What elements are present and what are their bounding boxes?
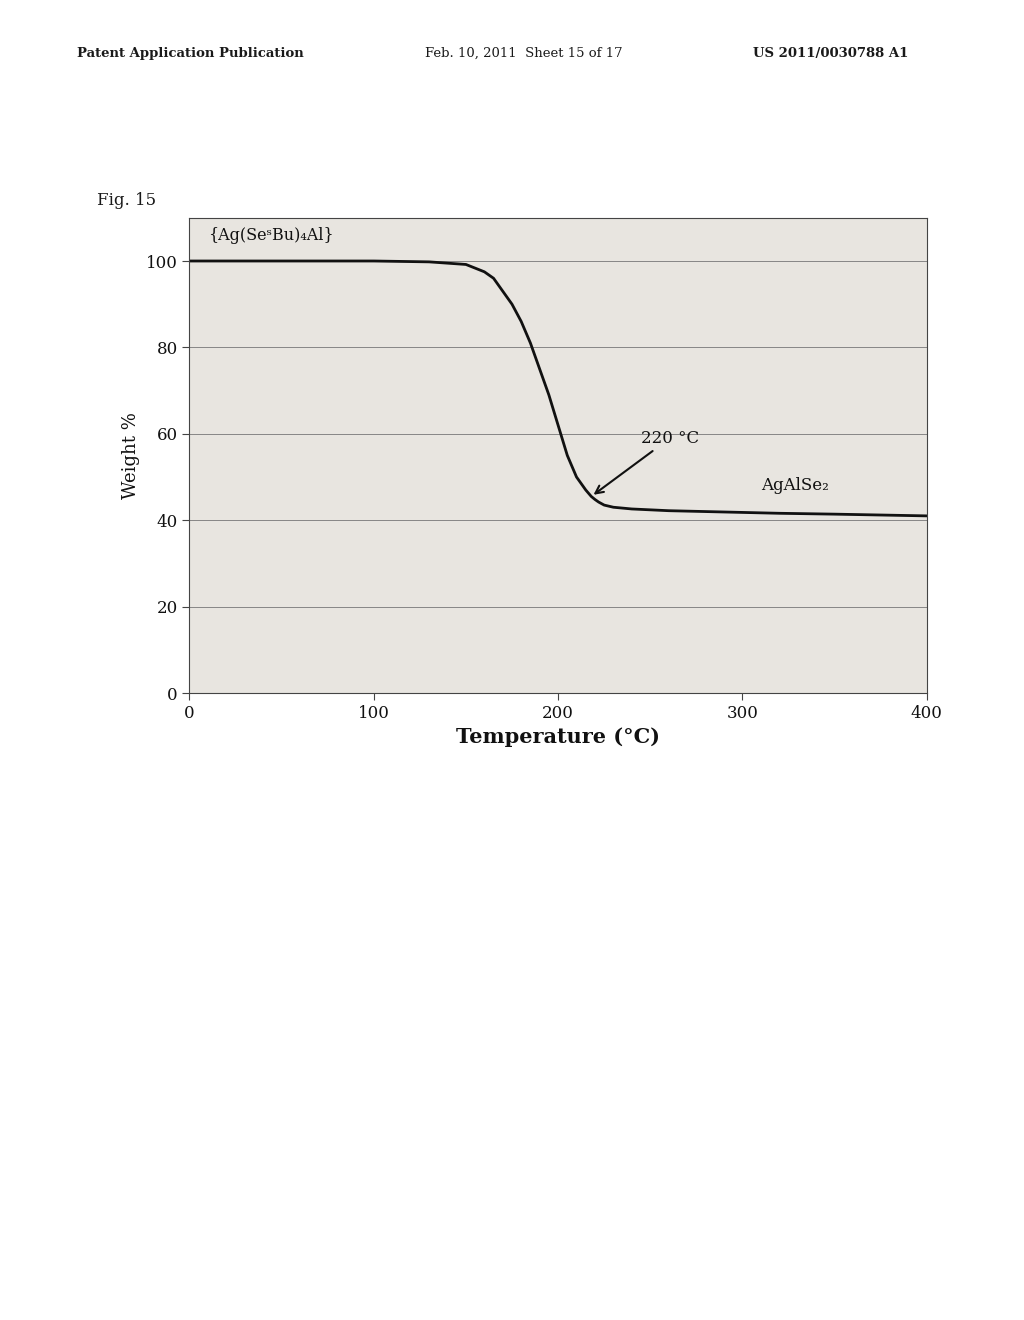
Text: Patent Application Publication: Patent Application Publication — [77, 46, 303, 59]
Text: US 2011/0030788 A1: US 2011/0030788 A1 — [753, 46, 908, 59]
X-axis label: Temperature (°C): Temperature (°C) — [456, 727, 660, 747]
Text: 220 °C: 220 °C — [595, 429, 699, 494]
Text: Feb. 10, 2011  Sheet 15 of 17: Feb. 10, 2011 Sheet 15 of 17 — [425, 46, 623, 59]
Y-axis label: Weight %: Weight % — [122, 412, 140, 499]
Text: {Ag(SeˢBu)₄Al}: {Ag(SeˢBu)₄Al} — [208, 227, 334, 244]
Text: AgAlSe₂: AgAlSe₂ — [761, 477, 828, 494]
Text: Fig. 15: Fig. 15 — [97, 191, 157, 209]
